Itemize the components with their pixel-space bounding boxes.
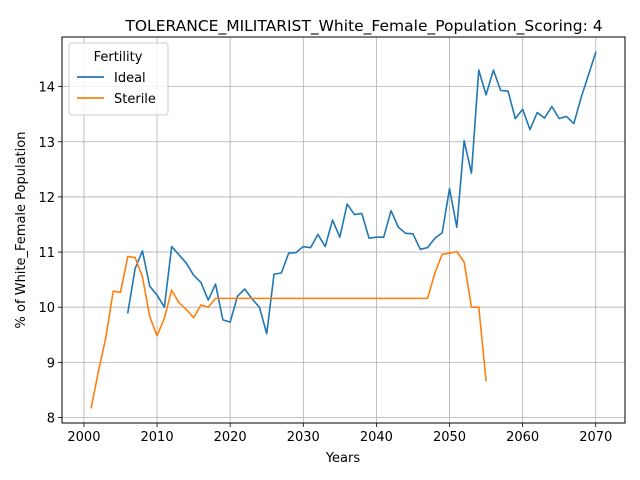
y-tick-label: 9 <box>47 356 55 371</box>
x-tick-label: 2030 <box>287 430 320 445</box>
y-tick-label: 14 <box>38 81 55 96</box>
plot-frame <box>61 36 626 424</box>
y-tick-label: 11 <box>38 246 55 261</box>
y-tick-label: 8 <box>47 411 55 426</box>
x-axis-ticks: 2000 2010 2020 2030 2040 2050 2060 2070 <box>67 423 612 445</box>
legend-label-sterile: Sterile <box>114 92 156 107</box>
x-axis-label: Years <box>325 451 361 466</box>
x-tick-label: 2010 <box>141 430 174 445</box>
y-tick-label: 13 <box>38 136 55 151</box>
legend: Fertility Ideal Sterile <box>68 42 169 116</box>
y-tick-label: 12 <box>38 191 55 206</box>
y-axis-label: % of White_Female Population <box>14 132 29 329</box>
series-lines <box>90 51 597 409</box>
x-tick-label: 2000 <box>67 430 100 445</box>
x-tick-label: 2020 <box>214 430 247 445</box>
y-axis-ticks: 8 9 10 11 12 13 14 <box>38 81 62 426</box>
x-tick-label: 2050 <box>433 430 466 445</box>
legend-title: Fertility <box>94 50 143 65</box>
grid-lines <box>62 37 625 423</box>
series-line-sterile <box>90 250 487 409</box>
chart-title: TOLERANCE_MILITARIST_White_Female_Popula… <box>124 17 602 36</box>
series-line-ideal <box>126 51 597 335</box>
x-tick-label: 2060 <box>506 430 539 445</box>
y-tick-label: 10 <box>38 301 55 316</box>
x-tick-label: 2040 <box>360 430 393 445</box>
legend-box <box>68 42 169 116</box>
x-tick-label: 2070 <box>579 430 612 445</box>
legend-label-ideal: Ideal <box>114 71 146 86</box>
